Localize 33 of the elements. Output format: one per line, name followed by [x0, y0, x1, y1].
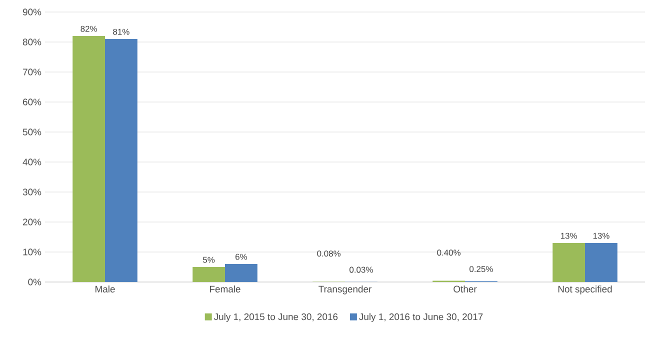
data-label: 13%	[593, 232, 610, 239]
data-label: 13%	[560, 232, 577, 239]
x-tick-label: Not specified	[558, 286, 612, 294]
legend-label: July 1, 2015 to June 30, 2016	[214, 313, 338, 322]
y-tick-label: 90%	[22, 8, 42, 16]
y-tick-label: 60%	[23, 98, 42, 106]
y-tick-label: 0%	[28, 278, 42, 286]
y-tick-label: 70%	[23, 68, 42, 76]
y-tick-label: 80%	[22, 38, 42, 46]
bar	[192, 267, 225, 282]
bar	[585, 243, 618, 282]
y-tick-label: 30%	[22, 188, 42, 196]
bar	[225, 264, 258, 282]
y-tick-label: 10%	[23, 248, 42, 256]
x-tick-label: Male	[96, 286, 115, 292]
data-label: 0.08%	[317, 250, 341, 257]
legend-label: July 1, 2016 to June 30, 2017	[359, 313, 483, 322]
x-tick-label: Other	[454, 286, 477, 292]
y-tick-label: 50%	[22, 128, 42, 136]
bar	[552, 243, 586, 282]
data-label: 5%	[203, 256, 215, 263]
bar	[105, 39, 138, 282]
data-label: 0.40%	[437, 250, 461, 256]
data-label: 0.25%	[470, 266, 493, 272]
x-tick-label: Transgender	[318, 286, 372, 294]
data-label: 6%	[236, 254, 248, 260]
x-tick-label: Female	[210, 286, 240, 292]
data-label: 82%	[80, 26, 97, 32]
data-label: 81%	[113, 28, 130, 35]
bar	[72, 36, 105, 282]
y-tick-label: 20%	[23, 218, 42, 226]
y-tick-label: 40%	[22, 158, 42, 166]
data-label: 0.03%	[350, 266, 373, 273]
